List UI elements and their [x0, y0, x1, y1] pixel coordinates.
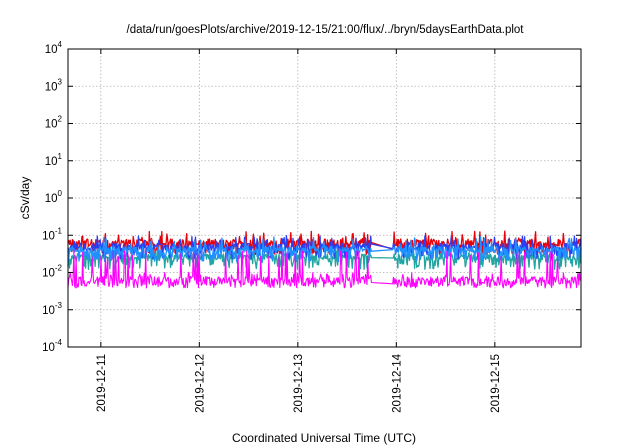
- y-tick-label: 103: [45, 77, 63, 93]
- y-tick-label: 10-2: [42, 264, 62, 280]
- y-axis-label: cSv/day: [18, 177, 32, 220]
- x-tick-label: 2019-12-13: [293, 354, 305, 413]
- x-axis-label: Coordinated Universal Time (UTC): [232, 431, 416, 445]
- chart-title: /data/run/goesPlots/archive/2019-12-15/2…: [127, 24, 525, 36]
- y-tick-label: 100: [45, 189, 63, 205]
- x-tick-label: 2019-12-12: [194, 354, 206, 413]
- x-tick-label: 2019-12-11: [96, 354, 108, 412]
- y-tick-label: 10-4: [42, 338, 62, 354]
- y-tick-label: 101: [45, 152, 63, 168]
- x-tick-label: 2019-12-14: [391, 353, 403, 412]
- y-tick-label: 10-3: [42, 301, 62, 317]
- y-axis: 10-4 10-3 10-2 10-1 100 101 102 103 104: [42, 40, 581, 354]
- series-line: [67, 249, 582, 271]
- series-group: [67, 230, 582, 289]
- grid-lines: [68, 49, 581, 347]
- y-tick-label: 104: [45, 40, 63, 56]
- y-tick-label: 102: [45, 115, 63, 131]
- x-tick-label: 2019-12-15: [490, 354, 502, 413]
- y-tick-label: 10-1: [42, 226, 62, 242]
- x-axis: 2019-12-11 2019-12-12 2019-12-13 2019-12-14…: [96, 49, 502, 413]
- series-line: [67, 250, 582, 289]
- series-line: [67, 236, 582, 263]
